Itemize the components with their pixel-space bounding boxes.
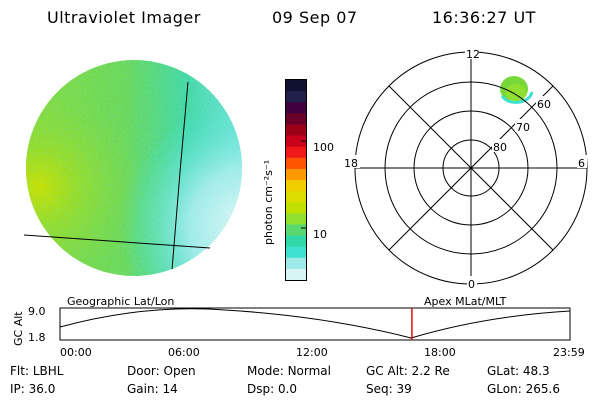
timeline-frame [59, 307, 571, 341]
mlt-label-18: 18 [344, 157, 358, 170]
colorbar-swatch [286, 235, 306, 248]
colorbar-swatch [286, 124, 306, 137]
info-flt: Flt: LBHL [10, 364, 64, 378]
colorbar-swatch [286, 91, 306, 103]
info-gc-alt: GC Alt: 2.2 Re [366, 364, 450, 378]
colorbar [285, 79, 307, 281]
instrument-title: Ultraviolet Imager [47, 8, 201, 27]
colorbar-swatch [286, 246, 306, 259]
colorbar-swatch [286, 146, 306, 159]
mlt-label-6: 6 [578, 157, 585, 170]
x-tick-2359: 23:59 [553, 346, 585, 359]
altitude-curve [59, 308, 571, 339]
timeline-y-axis-label: GC Alt [12, 311, 25, 346]
lat-label-70: 70 [516, 121, 530, 134]
earth-disk-image [23, 60, 242, 276]
colorbar-swatch [286, 224, 306, 237]
colorbar-tick-100: 100 [313, 141, 334, 154]
colorbar-swatch [286, 168, 306, 181]
lat-label-80: 80 [493, 141, 507, 154]
polar-mlt-plot: 12 0 18 6 60 70 80 [342, 48, 588, 288]
colorbar-swatch [286, 268, 306, 281]
mlt-label-12: 12 [466, 48, 480, 61]
x-tick-1800: 18:00 [424, 346, 456, 359]
colorbar-frame [285, 79, 307, 281]
time-text: 16:36:27 UT [432, 8, 536, 27]
colorbar-unit-label: photon cm⁻²s⁻¹ [262, 159, 275, 245]
colorbar-swatch [286, 102, 306, 114]
info-ip: IP: 36.0 [10, 382, 56, 396]
x-tick-0600: 06:00 [168, 346, 200, 359]
info-mode: Mode: Normal [247, 364, 331, 378]
timeline-left-label: Geographic Lat/Lon [67, 295, 175, 308]
colorbar-swatch [286, 80, 306, 92]
x-tick-1200: 12:00 [296, 346, 328, 359]
colorbar-tick-10: 10 [313, 228, 327, 241]
info-glon: GLon: 265.6 [487, 382, 560, 396]
lat-label-60: 60 [537, 98, 551, 111]
colorbar-swatch [286, 213, 306, 225]
info-gain: Gain: 14 [127, 382, 178, 396]
info-dsp: Dsp: 0.0 [247, 382, 298, 396]
colorbar-swatch [286, 257, 306, 270]
date-text: 09 Sep 07 [272, 8, 358, 27]
colorbar-swatch [286, 135, 306, 148]
colorbar-swatch [286, 180, 306, 192]
timeline-right-label: Apex MLat/MLT [424, 295, 507, 308]
timeline-y-tick-top: 9.0 [28, 305, 46, 318]
info-door: Door: Open [127, 364, 196, 378]
mlt-label-0: 0 [468, 278, 475, 288]
colorbar-swatch [286, 191, 306, 203]
x-tick-0000: 00:00 [60, 346, 92, 359]
timeline-y-tick-bottom: 1.8 [28, 331, 46, 344]
info-seq: Seq: 39 [366, 382, 412, 396]
altitude-timeline [59, 307, 571, 341]
info-glat: GLat: 48.3 [487, 364, 550, 378]
colorbar-swatch [286, 202, 306, 214]
colorbar-swatch [286, 113, 306, 125]
colorbar-swatch [286, 157, 306, 170]
